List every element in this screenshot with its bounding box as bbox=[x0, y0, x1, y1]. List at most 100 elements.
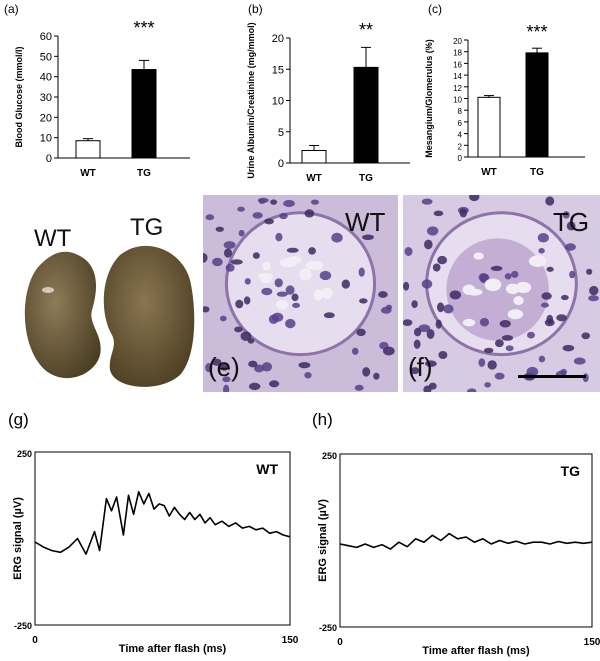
cell-nucleus bbox=[426, 226, 439, 236]
x-tick-label: 0 bbox=[337, 637, 343, 648]
cell-nucleus bbox=[556, 314, 567, 322]
y-tick-label: 12 bbox=[453, 84, 462, 93]
cell-nucleus bbox=[410, 367, 420, 375]
y-tick-label: 20 bbox=[272, 33, 284, 45]
cell-nucleus bbox=[268, 380, 280, 388]
cell-nucleus bbox=[545, 196, 555, 206]
significance-mark: *** bbox=[133, 18, 154, 38]
cell-nucleus bbox=[562, 344, 575, 352]
cell-nucleus bbox=[203, 252, 208, 263]
cell-nucleus bbox=[494, 372, 505, 380]
cell-nucleus bbox=[230, 259, 243, 265]
histology-tg-photo bbox=[403, 195, 600, 392]
cell-nucleus bbox=[443, 304, 454, 314]
kidney-photo bbox=[0, 195, 198, 392]
cell-nucleus bbox=[205, 363, 213, 373]
cell-nucleus bbox=[541, 292, 552, 300]
cell-nucleus bbox=[354, 384, 364, 391]
cell-nucleus bbox=[494, 339, 504, 348]
cell-nucleus bbox=[483, 347, 494, 354]
cell-nucleus bbox=[437, 255, 448, 265]
y-axis-label: ERG signal (µV) bbox=[317, 499, 329, 582]
category-label: WT bbox=[80, 168, 96, 179]
cell-nucleus bbox=[490, 265, 503, 272]
y-tick-label: 20 bbox=[453, 37, 462, 46]
panel-label-g: (g) bbox=[8, 410, 29, 429]
y-tick-label: 15 bbox=[272, 64, 284, 76]
kidney-tg-label: TG bbox=[130, 214, 164, 241]
capillary-lumen bbox=[321, 287, 333, 300]
cell-nucleus bbox=[254, 364, 265, 373]
cell-nucleus bbox=[279, 212, 288, 220]
y-tick-label: 10 bbox=[272, 96, 284, 108]
panel-label-c: (c) bbox=[428, 2, 442, 16]
cell-nucleus bbox=[403, 281, 410, 291]
plot-frame bbox=[339, 453, 593, 628]
cell-nucleus bbox=[205, 214, 215, 221]
y-tick-label: 0 bbox=[458, 154, 463, 163]
cell-nucleus bbox=[212, 257, 223, 267]
cell-nucleus bbox=[425, 360, 437, 367]
cell-nucleus bbox=[248, 360, 258, 368]
panel-label-h: (h) bbox=[312, 410, 333, 429]
capillary-lumen bbox=[258, 272, 274, 280]
plot-frame bbox=[34, 451, 291, 626]
series-name-label: TG bbox=[561, 463, 581, 479]
category-label: TG bbox=[359, 173, 373, 184]
cell-nucleus bbox=[225, 263, 235, 272]
kidney-illustration bbox=[24, 245, 195, 387]
histology-tg-tag: TG bbox=[553, 207, 590, 237]
y-axis-label: Mesangium/Glomerulus (%) bbox=[424, 39, 434, 158]
cell-nucleus bbox=[219, 362, 230, 371]
cell-nucleus bbox=[501, 335, 514, 341]
cell-nucleus bbox=[538, 355, 546, 363]
cell-nucleus bbox=[223, 384, 230, 392]
cell-nucleus bbox=[362, 367, 371, 377]
series-name-label: WT bbox=[256, 461, 278, 477]
cell-nucleus bbox=[569, 270, 576, 279]
cell-nucleus bbox=[413, 327, 422, 337]
capillary-lumen bbox=[275, 299, 289, 310]
cell-nucleus bbox=[359, 298, 368, 304]
cell-nucleus bbox=[581, 332, 591, 340]
capillary-lumen bbox=[462, 284, 476, 295]
cell-nucleus bbox=[243, 296, 251, 305]
capillary-lumen bbox=[507, 309, 524, 320]
cell-nucleus bbox=[378, 291, 388, 298]
cell-nucleus bbox=[234, 326, 243, 333]
cell-nucleus bbox=[252, 252, 260, 259]
cell-nucleus bbox=[413, 339, 421, 349]
y-tick-label: 8 bbox=[458, 107, 463, 116]
cell-nucleus bbox=[310, 199, 319, 205]
cell-nucleus bbox=[276, 291, 288, 297]
cell-nucleus bbox=[541, 302, 549, 308]
bar-chart-a: 0 10 20 30 40 50 60 Blood Glucose (mmol/l) WT TG *… bbox=[14, 18, 190, 179]
cell-nucleus bbox=[499, 320, 511, 328]
cell-nucleus bbox=[237, 206, 245, 212]
category-label: TG bbox=[530, 167, 544, 178]
significance-mark: ** bbox=[359, 20, 373, 40]
cell-nucleus bbox=[469, 195, 480, 202]
y-axis-label: Urine Albumin/Creatinine (mg/mmol) bbox=[246, 22, 256, 178]
x-tick-label: 0 bbox=[32, 635, 38, 646]
cell-nucleus bbox=[261, 287, 273, 296]
cell-nucleus bbox=[589, 285, 599, 296]
cell-nucleus bbox=[298, 361, 311, 369]
y-tick-label: 250 bbox=[17, 449, 32, 459]
cell-nucleus bbox=[424, 239, 433, 250]
cell-nucleus bbox=[428, 382, 437, 390]
cell-nucleus bbox=[356, 328, 366, 337]
cell-nucleus bbox=[421, 279, 433, 289]
cell-nucleus bbox=[219, 315, 227, 322]
y-tick-label: 30 bbox=[40, 92, 52, 104]
capillary-lumen bbox=[262, 261, 271, 271]
y-tick-label: 4 bbox=[458, 131, 463, 140]
category-label: WT bbox=[481, 167, 497, 178]
y-axis-label: Blood Glucose (mmol/l) bbox=[14, 46, 24, 147]
cell-nucleus bbox=[211, 358, 222, 366]
cell-nucleus bbox=[511, 270, 519, 278]
bar-tg bbox=[525, 52, 549, 158]
cell-nucleus bbox=[566, 221, 576, 231]
